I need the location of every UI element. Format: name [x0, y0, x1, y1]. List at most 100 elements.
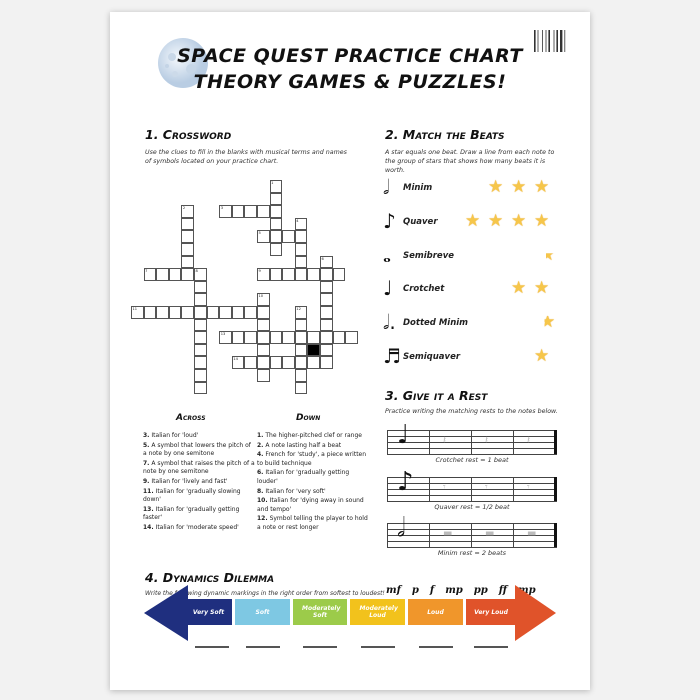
crossword-cell[interactable] — [320, 268, 333, 281]
crossword-cell[interactable] — [244, 356, 257, 369]
crossword-cell[interactable] — [257, 318, 270, 332]
crossword-cell[interactable] — [307, 331, 320, 344]
crossword-cell[interactable] — [194, 356, 207, 369]
crossword-cell[interactable] — [194, 280, 207, 294]
crossword-cell[interactable] — [194, 306, 207, 319]
answer-blank[interactable] — [303, 646, 337, 648]
crossword-cell[interactable] — [181, 243, 194, 256]
crossword-cell[interactable] — [194, 381, 207, 395]
music-staff[interactable]: ♩ 𝄽 𝄽 𝄽 — [387, 420, 557, 455]
crossword-cell[interactable] — [294, 318, 308, 332]
crossword-cell[interactable] — [307, 268, 320, 281]
clue-number: 12. — [257, 515, 268, 523]
crossword-cell[interactable] — [282, 356, 295, 369]
crossword-cell[interactable] — [168, 306, 182, 319]
crossword-cell[interactable] — [257, 343, 270, 357]
crossword-cell[interactable] — [332, 268, 346, 281]
crossword-cell[interactable] — [231, 306, 245, 319]
crossword-cell[interactable] — [131, 306, 144, 319]
crossword-cell[interactable] — [194, 268, 207, 281]
crossword-cell[interactable] — [206, 306, 220, 319]
crossword-cell[interactable] — [332, 331, 346, 344]
crossword-cell[interactable] — [244, 205, 257, 218]
crossword-cell[interactable] — [231, 331, 245, 344]
crossword-cell[interactable] — [269, 356, 283, 369]
crossword-cell[interactable] — [257, 356, 270, 369]
crossword-cell[interactable] — [269, 230, 283, 243]
crossword-cell[interactable] — [320, 343, 333, 357]
crossword-cell[interactable] — [181, 306, 194, 319]
crossword-cell[interactable] — [156, 306, 169, 319]
crossword-cell[interactable] — [244, 331, 257, 344]
crossword-cell[interactable] — [320, 255, 333, 269]
crossword-cell[interactable] — [282, 230, 295, 243]
crossword-cell[interactable] — [143, 268, 157, 281]
crossword-cell[interactable] — [294, 343, 308, 357]
crossword-cell[interactable] — [269, 180, 283, 193]
crossword-cell[interactable] — [282, 268, 295, 281]
crossword-cell[interactable] — [257, 293, 270, 306]
crossword-cell[interactable] — [181, 205, 194, 218]
crossword-cell[interactable] — [194, 331, 207, 344]
answer-blank[interactable] — [194, 646, 229, 648]
crossword-cell[interactable] — [181, 217, 194, 231]
crossword-cell[interactable] — [194, 293, 207, 306]
crossword-cell[interactable] — [269, 192, 283, 206]
crossword-cell[interactable] — [143, 306, 157, 319]
crossword-cell[interactable] — [269, 243, 283, 256]
answer-blank[interactable] — [245, 646, 280, 648]
dynamic-marking: mf — [386, 585, 401, 596]
crossword-cell[interactable] — [156, 268, 169, 281]
crossword-cell[interactable] — [294, 217, 308, 231]
crossword-cell[interactable] — [181, 268, 194, 281]
crossword-cell[interactable] — [257, 331, 270, 344]
crossword-cell[interactable] — [320, 293, 333, 306]
crossword-cell[interactable] — [257, 230, 270, 243]
music-staff[interactable]: ♪ 𝄾 𝄾 𝄾 — [387, 467, 557, 502]
crossword-cell[interactable] — [294, 268, 308, 281]
clue-text: Italian for 'very soft' — [265, 487, 326, 495]
crossword-cell[interactable] — [320, 331, 333, 344]
crossword-cell[interactable] — [320, 280, 333, 294]
crossword-cell[interactable] — [269, 205, 283, 218]
crossword-cell[interactable] — [294, 255, 308, 269]
answer-blank[interactable] — [418, 646, 453, 648]
answer-blank[interactable] — [360, 646, 395, 648]
crossword-cell[interactable] — [294, 306, 308, 319]
music-staff[interactable]: 𝅗𝅥 ▬ ▬ ▬ — [387, 513, 557, 548]
crossword-cell[interactable] — [219, 331, 232, 344]
crossword-cell[interactable] — [269, 331, 283, 344]
staff-line — [387, 535, 557, 536]
crossword-cell[interactable] — [269, 268, 283, 281]
crossword-cell[interactable] — [320, 356, 333, 369]
crossword-cell[interactable] — [231, 205, 245, 218]
crossword-cell[interactable] — [181, 230, 194, 243]
crossword-cell[interactable] — [294, 243, 308, 256]
crossword-cell[interactable] — [194, 343, 207, 357]
crossword-cell[interactable] — [294, 356, 308, 369]
crossword-cell[interactable] — [257, 268, 270, 281]
crossword-cell[interactable] — [320, 318, 333, 332]
crossword-cell[interactable] — [294, 381, 308, 395]
down-clue: 8. Italian for 'very soft' — [257, 488, 369, 497]
crossword-cell[interactable] — [269, 217, 283, 231]
crossword-cell[interactable] — [294, 369, 308, 382]
answer-blank[interactable] — [474, 646, 508, 648]
crossword-cell[interactable] — [257, 205, 270, 218]
crossword-cell[interactable] — [231, 356, 245, 369]
crossword-cell[interactable] — [257, 306, 270, 319]
crossword-cell[interactable] — [294, 331, 308, 344]
crossword-cell[interactable] — [282, 331, 295, 344]
crossword-cell[interactable] — [307, 356, 320, 369]
crossword-cell[interactable] — [168, 268, 182, 281]
crossword-cell[interactable] — [219, 205, 232, 218]
crossword-cell[interactable] — [181, 255, 194, 269]
crossword-cell[interactable] — [244, 306, 257, 319]
crossword-cell[interactable] — [194, 369, 207, 382]
crossword-cell[interactable] — [320, 306, 333, 319]
crossword-cell[interactable] — [194, 318, 207, 332]
crossword-cell[interactable] — [294, 230, 308, 243]
crossword-cell[interactable] — [345, 331, 358, 344]
crossword-cell[interactable] — [219, 306, 232, 319]
crossword-cell[interactable] — [257, 369, 270, 382]
